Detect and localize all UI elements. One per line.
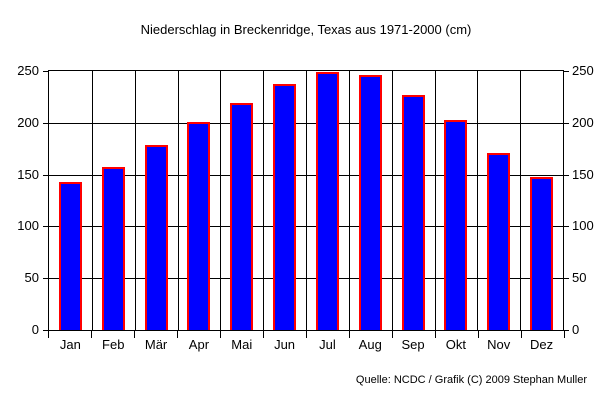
bar-Okt [444, 120, 467, 330]
gridline-x-4 [220, 71, 221, 330]
chart-title: Niederschlag in Breckenridge, Texas aus … [140, 22, 472, 37]
x-axis-label-Nov: Nov [487, 337, 511, 352]
x-axis-label-Feb: Feb [102, 337, 125, 352]
gridline-x-11 [520, 71, 521, 330]
x-axis-label-Mär: Mär [144, 337, 168, 352]
x-axis-tick [48, 331, 49, 338]
x-axis-label-Jan: Jan [59, 337, 81, 352]
x-axis-label-Okt: Okt [445, 337, 467, 352]
x-axis-label-Apr: Apr [188, 337, 210, 352]
y-axis-label-right: 200 [572, 115, 594, 130]
gridline-x-5 [263, 71, 264, 330]
gridline-x-6 [306, 71, 307, 330]
gridline-x-2 [135, 71, 136, 330]
y-axis-tick-right [564, 175, 569, 176]
x-axis-tick [177, 331, 178, 338]
source-credit: Quelle: NCDC / Grafik (C) 2009 Stephan M… [355, 374, 587, 386]
x-axis-tick [435, 331, 436, 338]
x-axis-tick [306, 331, 307, 338]
bar-Jun [273, 84, 296, 330]
bar-Feb [102, 167, 125, 330]
x-axis-label-Mai: Mai [231, 337, 253, 352]
gridline-x-3 [178, 71, 179, 330]
y-axis-tick-left [43, 226, 48, 227]
bar-Mär [145, 145, 168, 330]
gridline-x-10 [477, 71, 478, 330]
y-axis-tick-right [564, 226, 569, 227]
x-axis-label-Dez: Dez [530, 337, 554, 352]
bar-Jan [59, 182, 82, 330]
x-axis-label-Jun: Jun [274, 337, 296, 352]
x-axis-label-Aug: Aug [358, 337, 382, 352]
x-axis-tick [91, 331, 92, 338]
gridline-x-7 [349, 71, 350, 330]
gridline-x-1 [92, 71, 93, 330]
x-axis-label-Jul: Jul [319, 337, 336, 352]
y-axis-label-right: 250 [572, 63, 594, 78]
x-axis-tick [392, 331, 393, 338]
bar-Jul [316, 72, 339, 330]
x-axis-tick [220, 331, 221, 338]
y-axis-tick-left [43, 175, 48, 176]
bar-Mai [230, 103, 253, 330]
x-axis-label-Sep: Sep [401, 337, 425, 352]
gridline-x-8 [392, 71, 393, 330]
y-axis-tick-right [564, 123, 569, 124]
x-axis-tick [521, 331, 522, 338]
x-axis-tick [564, 331, 565, 338]
y-axis-label-left: 250 [17, 63, 39, 78]
x-axis-tick [478, 331, 479, 338]
x-axis-tick [263, 331, 264, 338]
y-axis-label-left: 100 [17, 218, 39, 233]
y-axis-label-left: 50 [24, 270, 39, 285]
y-axis-label-left: 200 [17, 115, 39, 130]
plot-area [48, 70, 564, 331]
y-axis-tick-left [43, 278, 48, 279]
y-axis-label-left: 0 [31, 322, 39, 337]
bar-Aug [359, 75, 382, 330]
x-axis-tick [349, 331, 350, 338]
y-axis-label-right: 100 [572, 218, 594, 233]
x-axis-tick [134, 331, 135, 338]
x-axis-line [48, 330, 564, 331]
gridline-x-9 [435, 71, 436, 330]
y-axis-tick-right [564, 330, 569, 331]
y-axis-label-right: 0 [572, 322, 580, 337]
y-axis-tick-right [564, 71, 569, 72]
y-axis-label-left: 150 [17, 167, 39, 182]
bar-Nov [487, 153, 510, 330]
y-axis-tick-left [43, 71, 48, 72]
y-axis-tick-left [43, 330, 48, 331]
bar-Dez [530, 177, 553, 330]
y-axis-label-right: 150 [572, 167, 594, 182]
y-axis-tick-left [43, 123, 48, 124]
y-axis-tick-right [564, 278, 569, 279]
bar-Sep [402, 95, 425, 330]
y-axis-label-right: 50 [572, 270, 587, 285]
bar-Apr [187, 122, 210, 330]
